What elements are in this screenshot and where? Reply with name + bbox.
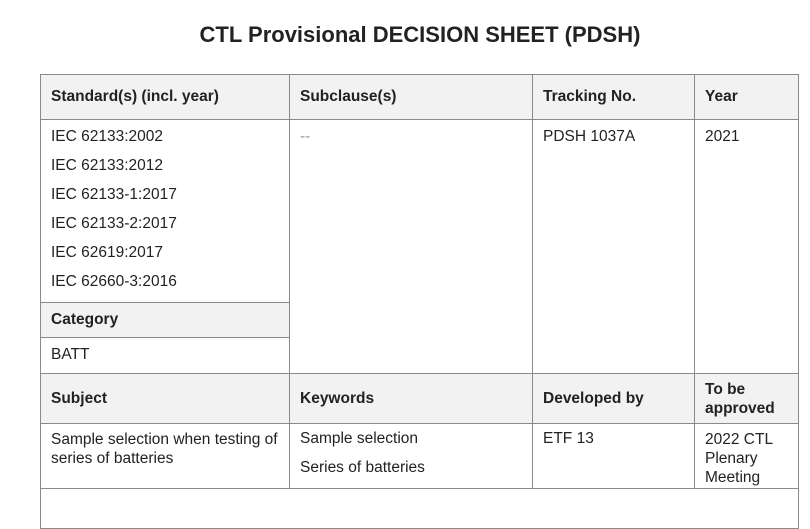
standards-cell: IEC 62133:2002 IEC 62133:2012 IEC 62133-… <box>40 119 290 303</box>
standard-item: IEC 62133:2012 <box>51 157 164 174</box>
subject-header: Subject <box>40 373 290 424</box>
category-cell: BATT <box>40 337 290 374</box>
table-row <box>40 488 799 529</box>
next-row-cell <box>40 488 799 529</box>
year-header: Year <box>694 74 799 120</box>
standard-item: IEC 62133-2:2017 <box>51 215 177 232</box>
keyword-item: Sample selection <box>300 430 419 447</box>
header-row: Standard(s) (incl. year) Subclause(s) Tr… <box>40 74 799 120</box>
keywords-header: Keywords <box>289 373 533 424</box>
standard-item: IEC 62619:2017 <box>51 244 164 261</box>
standard-item: IEC 62133:2002 <box>51 128 164 145</box>
tracking-cell: PDSH 1037A <box>532 119 695 374</box>
page-title: CTL Provisional DECISION SHEET (PDSH) <box>199 22 641 47</box>
standard-item: IEC 62133-1:2017 <box>51 186 177 203</box>
keyword-item: Series of batteries <box>300 459 425 476</box>
keywords-cell: Sample selection Series of batteries <box>289 423 533 489</box>
to-be-approved-cell: 2022 CTL Plenary Meeting <box>694 423 799 489</box>
category-header-row: Category <box>40 302 799 338</box>
table-row: Sample selection when testing of series … <box>40 423 799 489</box>
table-row: IEC 62133:2002 IEC 62133:2012 IEC 62133-… <box>40 119 799 374</box>
category-header: Category <box>40 302 290 338</box>
developed-by-header: Developed by <box>532 373 695 424</box>
subject-cell: Sample selection when testing of series … <box>40 423 290 489</box>
subclauses-header: Subclause(s) <box>289 74 533 120</box>
subclauses-cell: -- <box>289 119 533 374</box>
tracking-header: Tracking No. <box>532 74 695 120</box>
category-row: BATT <box>40 337 799 374</box>
developed-by-cell: ETF 13 <box>532 423 695 489</box>
year-cell: 2021 <box>694 119 799 374</box>
header-row-2: Subject Keywords Developed by To be appr… <box>40 373 799 424</box>
standards-header: Standard(s) (incl. year) <box>40 74 290 120</box>
decision-sheet-table: Standard(s) (incl. year) Subclause(s) Tr… <box>40 74 799 529</box>
to-be-approved-header: To be approved <box>694 373 799 424</box>
standard-item: IEC 62660-3:2016 <box>51 273 177 290</box>
